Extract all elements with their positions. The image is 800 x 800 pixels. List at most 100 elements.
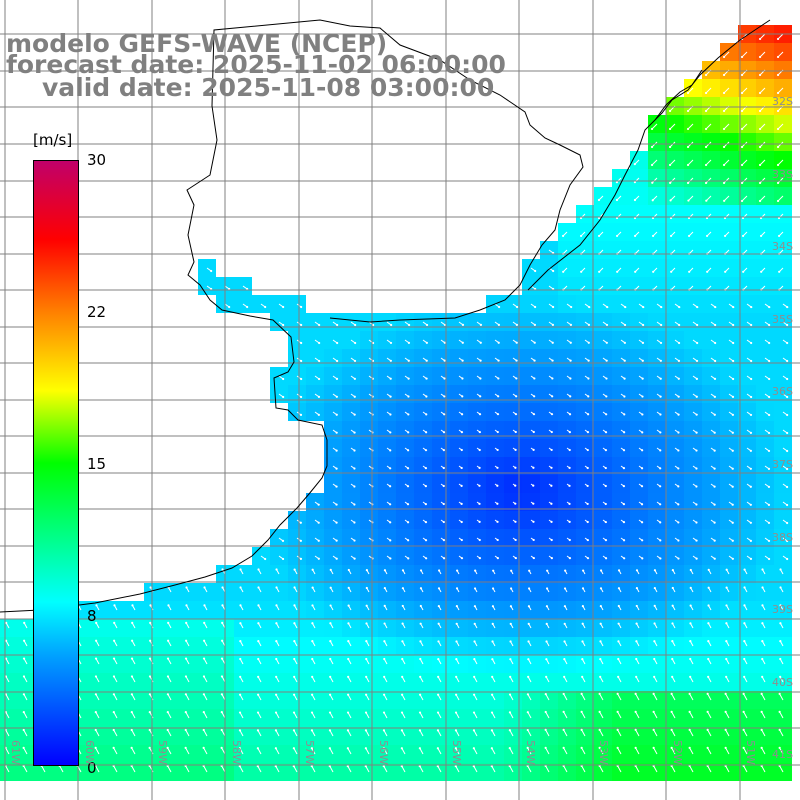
wind-arrow-head (749, 503, 752, 506)
wind-arrow-head (669, 199, 672, 202)
wind-arrow-head (455, 622, 458, 625)
wind-arrow-head (364, 711, 368, 714)
wind-arrow-head (724, 692, 727, 695)
wind-arrow-head (479, 395, 482, 398)
wind-arrow-head (776, 163, 780, 167)
wind-arrow-head (779, 675, 782, 678)
wind-arrow-head (713, 467, 716, 470)
wind-arrow-head (256, 729, 260, 732)
wind-arrow-head (660, 323, 663, 327)
wind-arrow-head (689, 675, 692, 678)
wind-arrow-head (670, 270, 673, 273)
wind-arrow-head (353, 449, 356, 452)
wind-arrow-head (401, 622, 404, 625)
wind-arrow-head (221, 586, 224, 589)
wind-arrow-head (604, 539, 608, 542)
wind-arrow-head (310, 729, 314, 732)
wind-arrow-head (740, 181, 744, 185)
wind-arrow-head (623, 413, 626, 416)
wind-arrow-head (478, 430, 481, 434)
wind-arrow-head (112, 746, 115, 749)
wind-arrow-head (550, 520, 553, 523)
wind-arrow-head (329, 657, 332, 661)
wind-arrow-head (695, 557, 698, 560)
wind-arrow-head (616, 728, 619, 731)
wind-arrow-head (148, 711, 151, 714)
wind-arrow (509, 747, 514, 755)
wind-arrow-head (490, 693, 494, 696)
wind-arrow (777, 195, 784, 202)
wind-arrow-head (347, 586, 350, 589)
wind-arrow-head (743, 622, 746, 625)
wind-arrow (617, 729, 622, 737)
wind-arrow-head (526, 746, 529, 750)
wind-arrow-head (750, 377, 753, 381)
wind-arrow-head (533, 359, 536, 362)
wind-arrow-head (767, 521, 771, 525)
wind-arrow-head (131, 621, 134, 624)
wind-arrow-head (372, 323, 375, 327)
wind-arrow-head (282, 377, 285, 381)
wind-arrow-head (776, 109, 780, 113)
wind-arrow-head (740, 91, 744, 95)
wind-arrow-head (166, 675, 170, 678)
wind-arrow-head (264, 305, 267, 309)
wind-arrow-head (490, 729, 494, 732)
wind-arrow-head (659, 341, 663, 345)
wind-arrow-head (238, 729, 242, 732)
wind-arrow-head (300, 323, 303, 327)
wind-arrow-head (94, 675, 98, 678)
wind-arrow-head (633, 180, 637, 184)
wind-arrow (743, 747, 748, 755)
wind-arrow-head (776, 55, 780, 59)
wind-arrow-head (776, 145, 780, 149)
wind-arrow-head (203, 639, 206, 642)
wind-arrow-head (722, 181, 726, 185)
wind-arrow-head (724, 710, 727, 713)
wind-arrow-head (311, 675, 314, 678)
wind-arrow-head (389, 377, 392, 380)
wind-arrow-head (670, 710, 673, 713)
wind-arrow (221, 711, 226, 719)
wind-arrow (617, 765, 622, 773)
wind-arrow-head (461, 377, 464, 380)
wind-arrow-head (743, 657, 746, 661)
wind-arrow (705, 87, 712, 94)
wind-arrow-head (786, 359, 789, 363)
wind-arrow (617, 693, 622, 701)
wind-arrow-head (443, 359, 446, 362)
wind-arrow-head (695, 449, 698, 452)
wind-arrow-head (239, 640, 242, 643)
wind-arrow-head (532, 538, 535, 542)
wind-arrow-head (786, 467, 789, 471)
wind-arrow-head (455, 605, 458, 608)
wind-arrow-head (568, 413, 572, 416)
wind-arrow (581, 729, 586, 737)
wind-arrow (131, 711, 136, 719)
wind-arrow-head (786, 485, 789, 489)
wind-arrow-head (347, 657, 350, 661)
wind-arrow-head (750, 341, 753, 345)
wind-arrow-head (640, 485, 644, 488)
wind-arrow-head (275, 604, 278, 607)
wind-arrow-head (130, 675, 134, 678)
wind-arrow (5, 711, 10, 719)
wind-arrow-head (497, 395, 500, 398)
wind-arrow-head (686, 91, 690, 95)
wind-arrow-head (779, 586, 782, 589)
wind-arrow-head (95, 639, 98, 642)
wind-arrow-head (274, 711, 278, 714)
wind-arrow (743, 765, 748, 773)
wind-arrow-head (527, 658, 530, 661)
wind-arrow-head (311, 622, 314, 625)
wind-arrow-head (786, 539, 789, 543)
wind-arrow-head (5, 621, 8, 624)
wind-arrow (779, 693, 784, 701)
wind-arrow-head (561, 234, 565, 238)
wind-arrow-head (329, 568, 332, 571)
wind-arrow-head (606, 305, 609, 309)
wind-arrow-head (786, 395, 789, 399)
wind-arrow (113, 765, 118, 773)
wind-arrow-head (617, 622, 620, 625)
wind-arrow-head (761, 657, 764, 661)
